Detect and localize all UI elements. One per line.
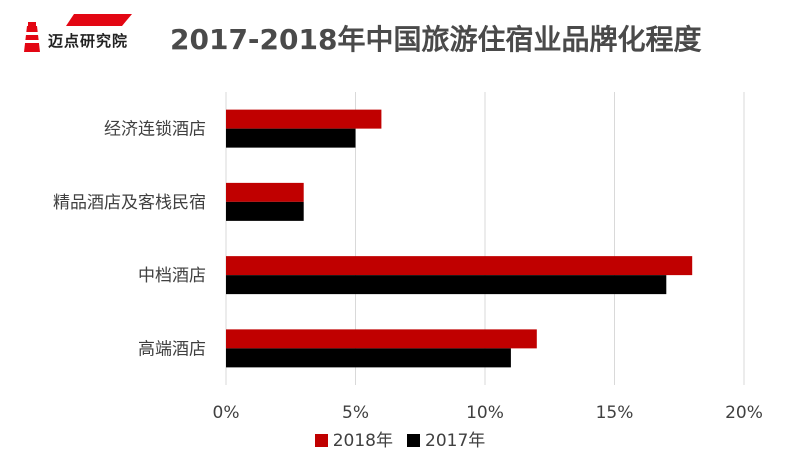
legend-label: 2018年: [332, 431, 393, 451]
x-tick-label: 20%: [725, 403, 763, 420]
bar-2018: [226, 182, 304, 202]
category-label: 精品酒店及客栈民宿: [53, 193, 206, 213]
legend-item: 2018年: [314, 426, 393, 451]
category-label: 高端酒店: [138, 339, 206, 359]
bar-2018: [226, 109, 382, 129]
logo-text: 迈点研究院: [48, 32, 129, 50]
legend-label: 2017年: [425, 431, 486, 451]
legend-item: 2017年: [407, 426, 485, 451]
bar-2018: [226, 256, 693, 276]
logo: 迈点研究院: [14, 8, 134, 58]
bar-2017: [226, 201, 304, 221]
category-label: 中档酒店: [138, 266, 206, 286]
legend-swatch: [407, 434, 420, 447]
chart-title: 2017-2018年中国旅游住宿业品牌化程度: [170, 23, 702, 56]
lighthouse-logo-icon: [24, 14, 132, 52]
bar-2017: [226, 348, 511, 368]
x-tick-label: 0%: [213, 403, 240, 420]
x-tick-label: 10%: [466, 403, 504, 420]
bar-2017: [226, 128, 356, 148]
x-tick-label: 5%: [342, 403, 369, 420]
category-label: 经济连锁酒店: [104, 120, 206, 140]
x-tick-label: 15%: [596, 403, 634, 420]
bar-2018: [226, 329, 537, 349]
legend-swatch: [314, 434, 328, 447]
legend: 2018年 2017年: [0, 426, 800, 451]
bar-2017: [226, 275, 667, 295]
